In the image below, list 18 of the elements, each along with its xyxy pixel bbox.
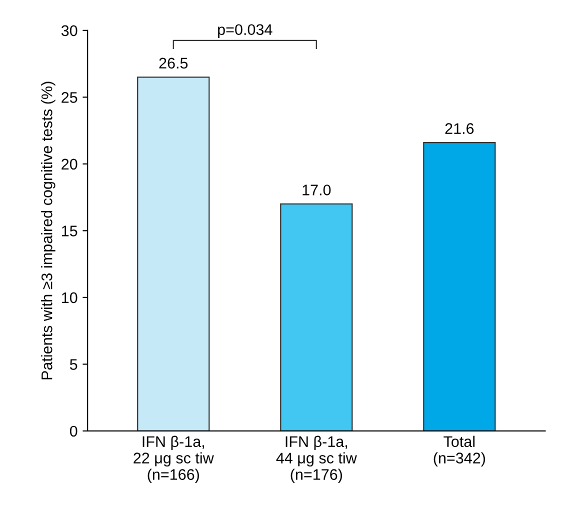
bar — [137, 76, 210, 431]
y-tick-label: 10 — [62, 292, 78, 304]
data-label: 26.5 — [159, 58, 188, 69]
data-label: 21.6 — [445, 123, 474, 134]
annotation: p=0.034 — [218, 24, 272, 38]
y-axis-title: Patients with ≥3 impaired cognitive tests (%) — [41, 82, 56, 380]
y-tick-label: 0 — [70, 426, 78, 437]
y-tick-label: 15 — [62, 226, 78, 236]
data-label: 17.0 — [302, 184, 331, 196]
y-tick-label: 25 — [62, 92, 78, 103]
bar — [423, 142, 496, 431]
x-tick-label: Total (n=342) — [434, 436, 486, 466]
y-tick-label: 5 — [70, 359, 78, 370]
x-tick-label: IFN β-1a, 44 μg sc tiw (n=176) — [276, 436, 357, 483]
y-tick-label: 30 — [61, 25, 78, 36]
bar — [280, 203, 353, 431]
y-tick-label: 20 — [62, 158, 78, 170]
x-tick-label: IFN β-1a, 22 μg sc tiw (n=166) — [134, 436, 214, 483]
